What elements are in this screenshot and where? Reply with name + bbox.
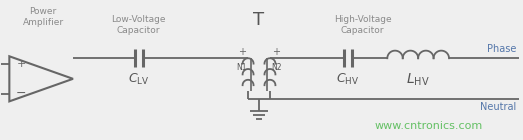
Text: Power
Amplifier: Power Amplifier — [22, 7, 64, 27]
Text: Neutral: Neutral — [481, 102, 517, 112]
Text: High-Voltage
Capacitor: High-Voltage Capacitor — [334, 15, 391, 35]
Text: Phase: Phase — [487, 44, 517, 54]
Text: +: + — [272, 47, 280, 57]
Text: www.cntronics.com: www.cntronics.com — [375, 121, 483, 131]
Text: +: + — [238, 47, 246, 57]
Text: $C_\mathrm{LV}$: $C_\mathrm{LV}$ — [128, 72, 150, 87]
Text: $L_\mathrm{HV}$: $L_\mathrm{HV}$ — [406, 72, 430, 88]
Text: −: − — [16, 87, 27, 100]
Text: T: T — [254, 11, 265, 29]
Text: $C_\mathrm{HV}$: $C_\mathrm{HV}$ — [336, 72, 359, 87]
Text: N2: N2 — [271, 63, 281, 72]
Text: Low-Voltage
Capacitor: Low-Voltage Capacitor — [111, 15, 166, 35]
Text: N1: N1 — [236, 63, 247, 72]
Text: +: + — [17, 59, 26, 69]
